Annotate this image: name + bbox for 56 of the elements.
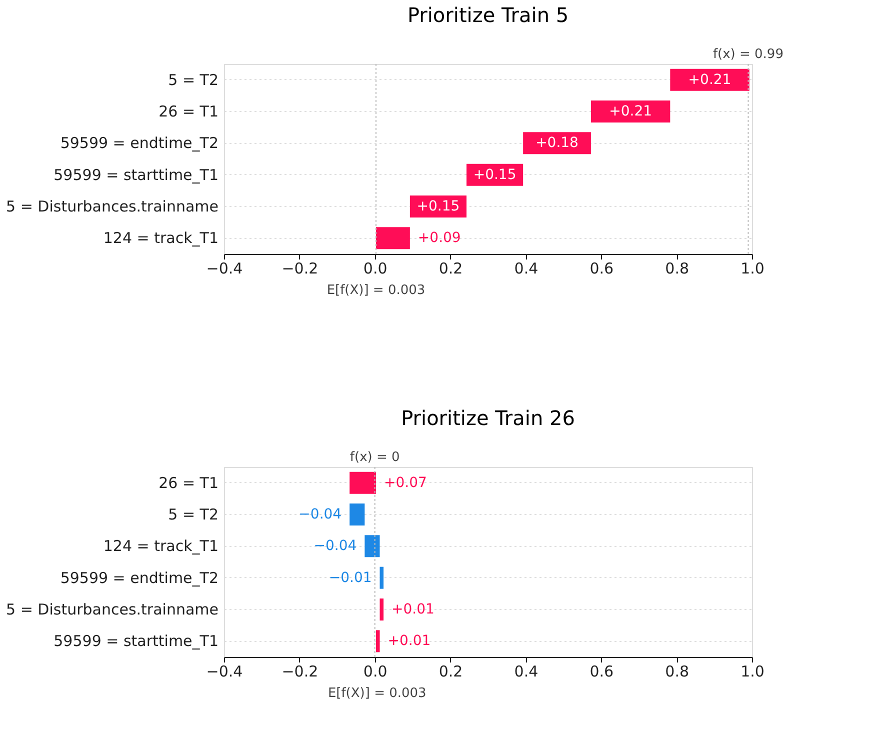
x-tick-label: 0.0 <box>363 662 388 680</box>
x-tick-label: 0.4 <box>514 260 538 278</box>
y-tick-label: 124 = track_T1 <box>103 537 218 556</box>
x-tick-label: 0.2 <box>438 662 463 680</box>
chart-title: Prioritize Train 26 <box>401 406 575 430</box>
bar <box>376 227 410 250</box>
ref-line-label: f(x) = 0.99 <box>712 47 784 62</box>
x-tick-label: 0.6 <box>590 662 614 680</box>
y-tick-label: 59599 = starttime_T1 <box>54 632 218 650</box>
ref-line-label: E[f(X)] = 0.003 <box>326 283 426 298</box>
data-label: +0.09 <box>418 230 461 246</box>
data-label: +0.01 <box>392 602 434 618</box>
ref-line-label: f(x) = 0 <box>350 450 400 465</box>
x-tick-label: −0.2 <box>282 662 318 680</box>
chart-title: Prioritize Train 5 <box>407 3 569 27</box>
data-label: −0.04 <box>314 538 357 554</box>
bar <box>523 132 591 154</box>
y-tick-label: 5 = Disturbances.trainname <box>6 198 218 216</box>
data-label: +0.15 <box>473 166 516 183</box>
x-tick-label: 0.0 <box>363 260 388 278</box>
x-tick-label: 0.2 <box>438 260 463 278</box>
x-tick-label: 0.8 <box>665 662 689 680</box>
x-tick-label: −0.4 <box>206 662 243 680</box>
y-tick-label: 124 = track_T1 <box>103 229 218 248</box>
data-label: +0.18 <box>536 135 578 152</box>
data-label: +0.21 <box>688 72 732 88</box>
bar <box>376 630 380 652</box>
y-tick-label: 59599 = starttime_T1 <box>54 166 218 184</box>
data-label: +0.07 <box>384 474 427 491</box>
x-tick-label: 0.4 <box>514 662 538 680</box>
y-tick-label: 59599 = endtime_T2 <box>60 134 218 152</box>
data-label: −0.04 <box>298 506 342 522</box>
bar <box>670 68 750 91</box>
y-tick-label: 59599 = endtime_T2 <box>60 568 218 587</box>
x-tick-label: 1.0 <box>740 260 764 278</box>
data-label: +0.15 <box>416 198 460 214</box>
x-tick-label: 0.6 <box>590 260 614 278</box>
bar <box>380 566 384 589</box>
bar <box>350 504 365 526</box>
bar <box>350 472 376 494</box>
bar <box>364 535 380 558</box>
y-tick-label: 5 = T2 <box>168 70 218 89</box>
y-tick-label: 26 = T1 <box>158 102 218 120</box>
y-tick-label: 26 = T1 <box>158 474 218 492</box>
bar <box>590 100 670 122</box>
text: E[f(X)] = 0.003 <box>328 686 426 701</box>
data-label: +0.01 <box>388 633 431 650</box>
y-tick-label: 5 = T2 <box>168 506 218 524</box>
x-tick-label: 0.8 <box>665 260 689 278</box>
y-tick-label: 5 = Disturbances.trainname <box>6 600 218 618</box>
bar <box>380 598 384 620</box>
data-label: −0.01 <box>328 570 372 586</box>
x-tick-label: 1.0 <box>740 662 764 680</box>
x-tick-label: −0.4 <box>206 260 243 278</box>
data-label: +0.21 <box>609 104 652 120</box>
x-tick-label: −0.2 <box>282 260 318 278</box>
